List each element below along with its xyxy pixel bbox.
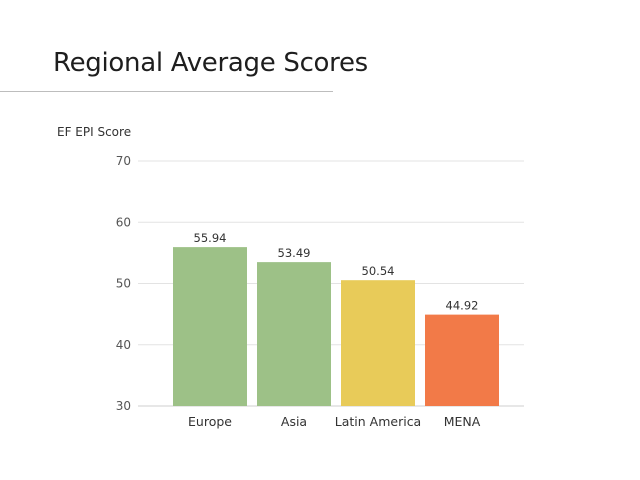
bar-mena [425,314,499,406]
chart-title: Regional Average Scores [53,48,368,78]
x-tick-label-latin-america: Latin America [335,414,421,429]
y-axis-label: EF EPI Score [57,125,131,139]
value-label-mena: 44.92 [446,299,479,313]
x-tick-label-asia: Asia [281,414,307,429]
value-label-asia: 53.49 [278,246,311,260]
value-labels: 55.94 53.49 50.54 44.92 [194,231,479,312]
y-tick-label-50: 50 [116,277,131,291]
y-tick-label-60: 60 [116,215,131,229]
x-tick-label-mena: MENA [444,414,481,429]
y-tick-labels: 30 40 50 60 70 [116,154,131,413]
bar-latin-america [341,280,415,406]
title-underline [0,91,333,92]
bar-asia [257,262,331,406]
value-label-latin-america: 50.54 [362,264,395,278]
y-tick-label-70: 70 [116,154,131,168]
x-tick-labels: Europe Asia Latin America MENA [188,414,481,429]
bars [173,247,499,406]
y-tick-label-40: 40 [116,338,131,352]
y-tick-label-30: 30 [116,399,131,413]
x-tick-label-europe: Europe [188,414,232,429]
value-label-europe: 55.94 [194,231,227,245]
bar-europe [173,247,247,406]
